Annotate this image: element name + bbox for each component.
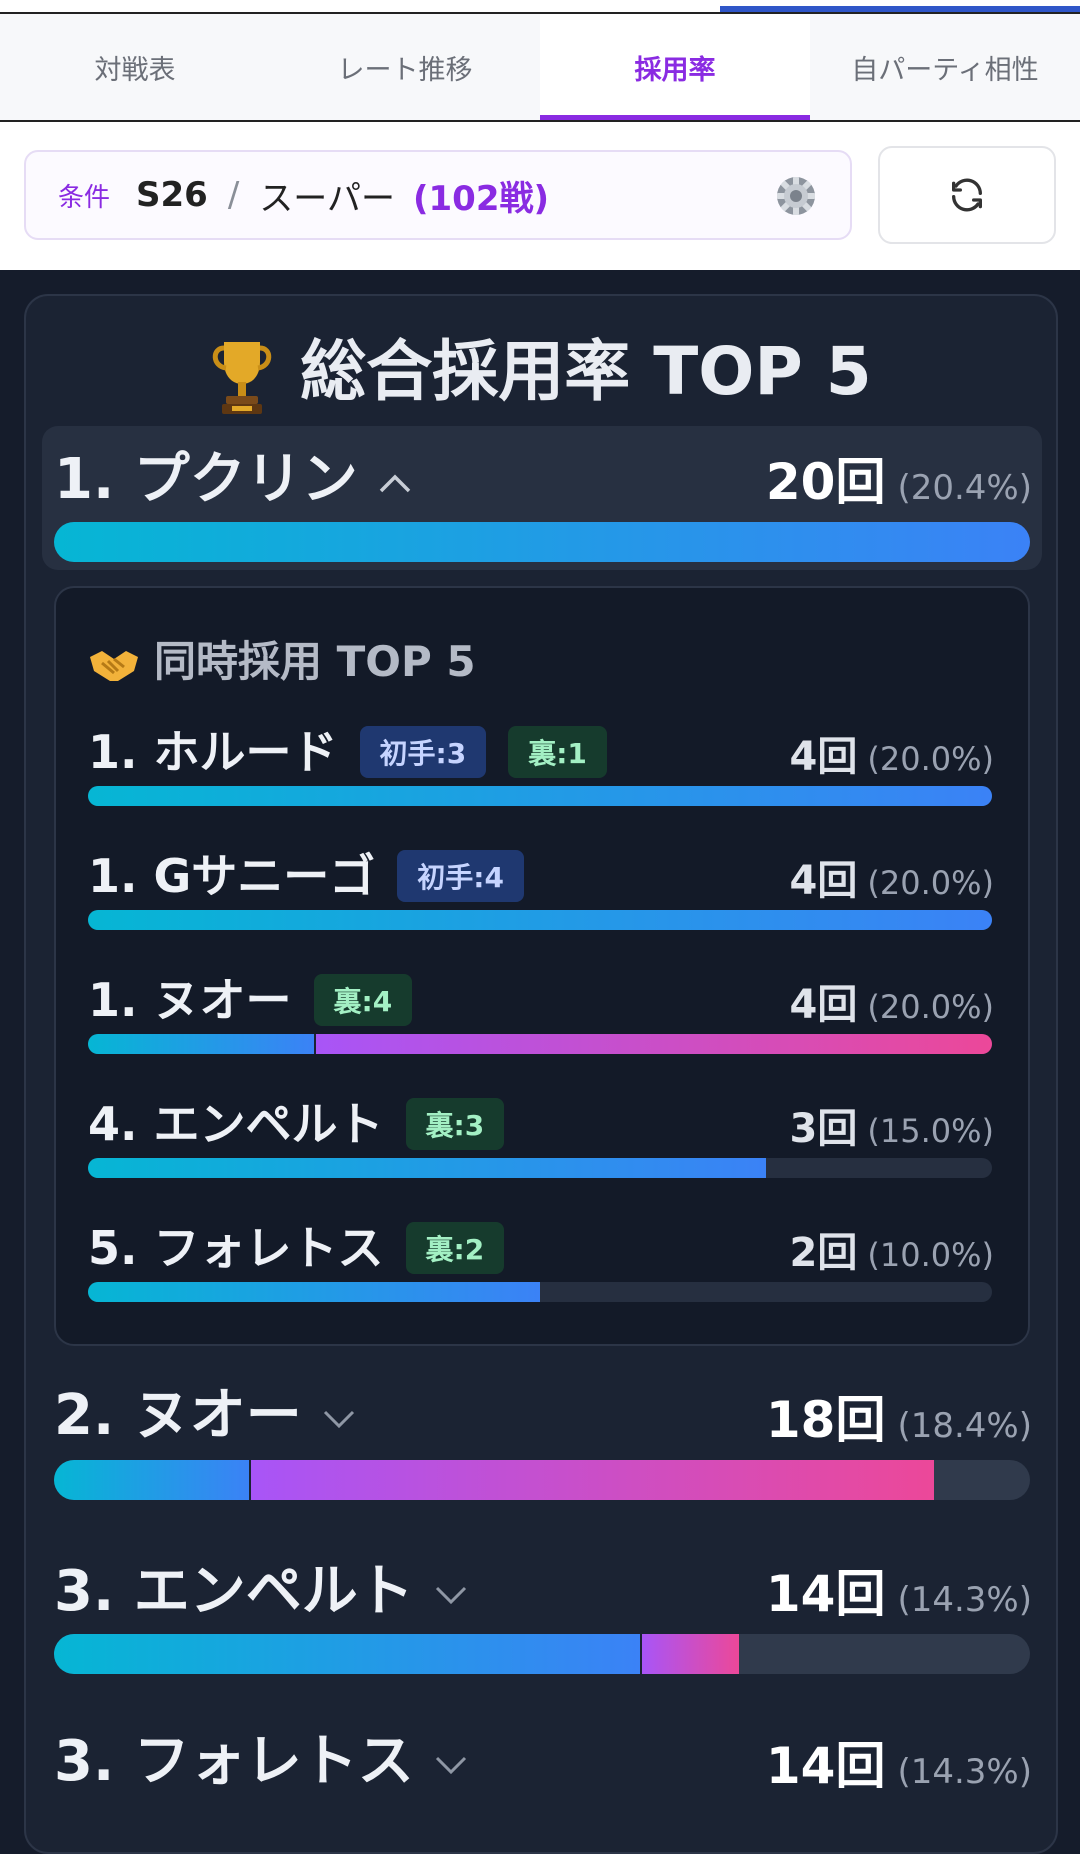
tab-bar: 対戦表 レート推移 採用率 自パーティ相性 [0,14,1080,122]
co-usage-item-3-bar [88,1034,992,1054]
count-text: 4回 [789,858,858,904]
back-count-badge: 裏:4 [313,973,413,1026]
ranking-row-2-name[interactable]: 2. ヌオー [54,1370,356,1451]
chevron-up-icon[interactable] [378,472,412,494]
lead-usage-segment [88,1034,314,1054]
lead-count-badge: 初手:3 [359,725,487,778]
co-usage-title: 同時採用 TOP 5 [88,628,476,689]
back-usage-segment [639,1634,740,1674]
handshake-icon [90,650,138,681]
gear-icon[interactable] [774,174,818,218]
ranking-row-1-bar [54,522,1030,562]
lead-usage-segment [88,1158,766,1178]
ranking-row-1-name[interactable]: 1. プクリン [54,434,412,515]
percent-text: (20.0%) [867,864,994,902]
co-usage-name-text: 4. エンペルト [88,1097,384,1151]
co-usage-title-text: 同時採用 TOP 5 [154,637,476,686]
lead-count-badge: 初手:4 [397,849,524,902]
loading-progress-bar [720,6,1080,12]
chevron-down-icon[interactable] [322,1408,356,1430]
ranking-row-2-count: 18回 (18.4%) [766,1380,1032,1452]
ranking-row-4-count: 14回 (14.3%) [766,1726,1032,1798]
co-usage-item-5-bar [88,1282,992,1302]
co-usage-item-5-name: 5. フォレトス 裏:2 [88,1212,505,1278]
percent-text: (14.3%) [897,1580,1032,1620]
co-usage-item-3-name: 1. ヌオー 裏:4 [88,964,413,1030]
ranking-name-text: 2. ヌオー [54,1383,302,1448]
count-text: 2回 [789,1230,858,1276]
co-usage-item-4-name: 4. エンペルト 裏:3 [88,1088,505,1154]
trophy-icon [213,341,272,414]
co-usage-item-4-bar [88,1158,992,1178]
count-text: 4回 [789,982,858,1028]
co-usage-panel: 同時採用 TOP 5 1. ホルード 初手:3 裏:1 4回 (20.0%) 1. G… [54,586,1030,1346]
percent-text: (20.0%) [867,740,994,778]
percent-text: (20.0%) [867,988,994,1026]
chevron-down-icon[interactable] [434,1754,468,1776]
co-usage-item-3-count: 4回 (20.0%) [790,972,994,1030]
lead-usage-segment [54,522,1030,562]
count-text: 20回 [765,453,886,511]
ranking-name-text: 3. フォレトス [54,1729,414,1794]
co-usage-name-text: 1. ヌオー [88,973,292,1027]
tab-usage-rate[interactable]: 採用率 [540,14,810,120]
condition-selector[interactable]: 条件 S26 / スーパー (102戦) [24,150,852,240]
co-usage-item-2-count: 4回 (20.0%) [790,848,994,906]
count-text: 4回 [789,734,858,780]
co-usage-item-5-count: 2回 (10.0%) [790,1220,994,1278]
ranking-row-3-bar [54,1634,1030,1674]
count-text: 14回 [765,1737,886,1795]
condition-season: S26 [136,175,208,215]
lead-usage-segment [88,1282,540,1302]
co-usage-item-4-count: 3回 (15.0%) [790,1096,994,1154]
ranking-row-3-count: 14回 (14.3%) [766,1554,1032,1626]
back-count-badge: 裏:3 [405,1097,505,1150]
condition-label: 条件 [58,182,111,213]
lead-usage-segment [54,1460,250,1500]
co-usage-item-2-name: 1. Gサニーゴ 初手:4 [88,840,524,906]
tab-matchup-table[interactable]: 対戦表 [94,54,176,86]
top-strip [0,0,1080,14]
lead-usage-segment [54,1634,640,1674]
co-usage-item-1-bar [88,786,992,806]
co-usage-name-text: 1. ホルード [88,725,338,779]
back-usage-segment [314,1034,992,1054]
count-text: 14回 [765,1565,886,1623]
back-count-badge: 裏:2 [405,1221,505,1274]
tab-rate-history[interactable]: レート推移 [337,54,473,86]
ranking-row-2-bar [54,1460,1030,1500]
percent-text: (15.0%) [867,1112,994,1150]
usage-rate-card: 総合採用率 TOP 5 1. プクリン 20回 (20.4%) 同時採用 TOP … [24,294,1058,1854]
co-usage-item-1-count: 4回 (20.0%) [790,724,994,782]
card-title-text: 総合採用率 TOP 5 [300,333,872,410]
percent-text: (14.3%) [897,1752,1032,1792]
percent-text: (20.4%) [897,468,1032,508]
co-usage-name-text: 1. Gサニーゴ [88,849,376,903]
tab-party-compatibility[interactable]: 自パーティ相性 [851,54,1039,86]
condition-rank: スーパー [259,178,395,219]
count-text: 18回 [765,1391,886,1449]
co-usage-item-2-bar [88,910,992,930]
condition-battle-count: (102戦) [412,178,550,219]
ranking-row-3-name[interactable]: 3. エンペルト [54,1546,468,1627]
ranking-name-text: 1. プクリン [54,447,358,512]
lead-usage-segment [88,786,992,806]
count-text: 3回 [789,1106,858,1152]
lead-usage-segment [88,910,992,930]
ranking-name-text: 3. エンペルト [54,1559,414,1624]
percent-text: (10.0%) [867,1236,994,1274]
ranking-row-1-count: 20回 (20.4%) [766,442,1032,514]
condition-separator: / [227,175,240,215]
refresh-button[interactable] [878,146,1056,244]
chevron-down-icon[interactable] [434,1584,468,1606]
condition-area: 条件 S26 / スーパー (102戦) [0,122,1080,270]
back-count-badge: 裏:1 [508,725,607,778]
co-usage-name-text: 5. フォレトス [88,1221,384,1275]
co-usage-item-1-name: 1. ホルード 初手:3 裏:1 [88,716,607,782]
card-title: 総合採用率 TOP 5 [26,318,1056,416]
percent-text: (18.4%) [897,1406,1032,1446]
refresh-icon [952,178,982,212]
ranking-row-4-name[interactable]: 3. フォレトス [54,1716,468,1797]
back-usage-segment [249,1460,935,1500]
